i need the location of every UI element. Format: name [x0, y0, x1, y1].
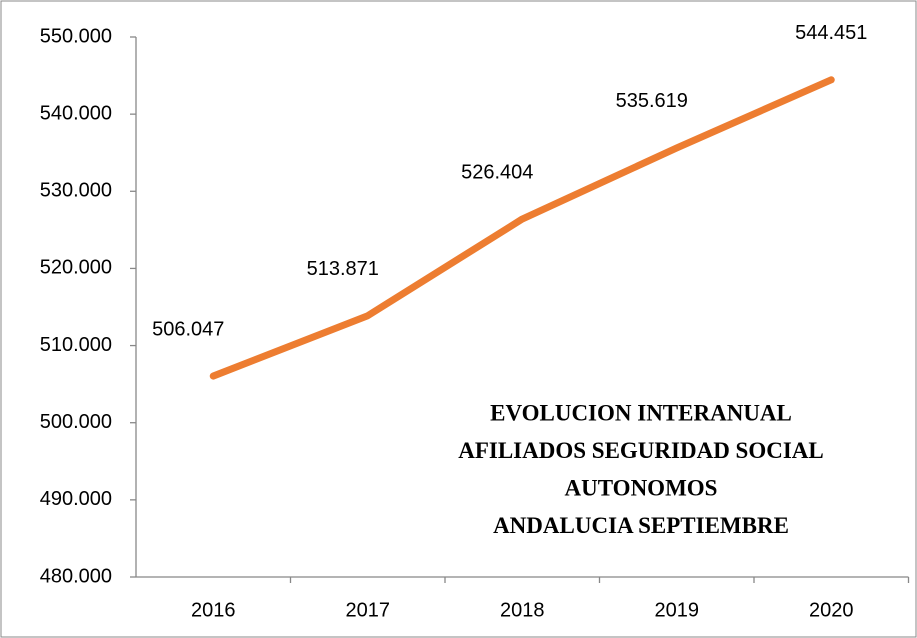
x-tick-label: 2019 — [655, 599, 700, 621]
x-tick-label: 2020 — [809, 599, 854, 621]
line-series — [209, 76, 835, 380]
y-tick-label: 510.000 — [40, 334, 112, 356]
data-label: 544.451 — [795, 22, 867, 44]
chart-title: AFILIADOS SEGURIDAD SOCIAL — [458, 438, 824, 463]
data-label: 526.404 — [461, 161, 533, 183]
data-label: 535.619 — [616, 90, 688, 112]
y-tick-label: 550.000 — [40, 25, 112, 47]
y-tick-label: 490.000 — [40, 488, 112, 510]
chart-title: AUTONOMOS — [565, 475, 718, 500]
data-label: 506.047 — [152, 318, 224, 340]
x-tick-label: 2017 — [346, 599, 391, 621]
y-tick-label: 480.000 — [40, 565, 112, 587]
x-tick-label: 2018 — [500, 599, 545, 621]
x-tick-label: 2016 — [191, 599, 236, 621]
chart-title: ANDALUCIA SEPTIEMBRE — [493, 513, 789, 538]
y-tick-label: 540.000 — [40, 102, 112, 124]
data-label: 513.871 — [307, 258, 379, 280]
chart-title: EVOLUCION INTERANUAL — [490, 400, 792, 425]
y-tick-label: 530.000 — [40, 180, 112, 202]
y-tick-label: 500.000 — [40, 411, 112, 433]
y-tick-label: 520.000 — [40, 257, 112, 279]
